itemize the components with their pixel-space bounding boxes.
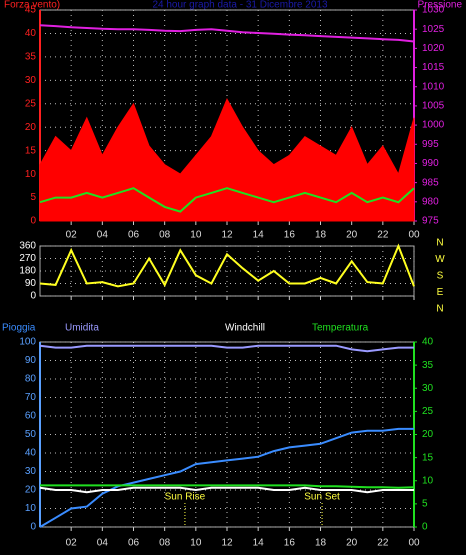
direction-label: N bbox=[436, 304, 443, 315]
y2-tick-label: 985 bbox=[422, 177, 439, 188]
y-axis-label: Forza vento) bbox=[4, 0, 60, 11]
y-tick-label: 10 bbox=[25, 169, 37, 180]
y2-tick-label: 30 bbox=[422, 383, 434, 394]
y2-tick-label: 995 bbox=[422, 139, 439, 150]
series-line bbox=[39, 344, 414, 353]
annotation: Sun Rise bbox=[165, 492, 206, 503]
x-tick-label: 04 bbox=[97, 230, 109, 241]
x-tick-label: 08 bbox=[159, 230, 171, 241]
y2-tick-label: 10 bbox=[422, 475, 434, 486]
y-tick-label: 20 bbox=[25, 122, 37, 133]
y2-tick-label: 40 bbox=[422, 337, 434, 348]
series-line bbox=[39, 24, 415, 43]
chart-title: 24 hour graph data - 31 Dicembre 2013 bbox=[152, 0, 328, 11]
y-tick-label: 35 bbox=[25, 52, 37, 63]
x-tick-label: 02 bbox=[66, 230, 78, 241]
x-tick-label: 06 bbox=[128, 538, 140, 549]
y-tick-label: 50 bbox=[25, 429, 37, 440]
x-tick-label: 10 bbox=[190, 538, 202, 549]
series-line bbox=[39, 243, 415, 288]
y2-tick-label: 1005 bbox=[422, 101, 445, 112]
y2-tick-label: 1025 bbox=[422, 24, 445, 35]
legend-entry: Temperatura bbox=[312, 323, 369, 334]
y2-tick-label: 990 bbox=[422, 158, 439, 169]
y-tick-label: 60 bbox=[25, 411, 37, 422]
x-tick-label: 14 bbox=[253, 230, 265, 241]
series-line bbox=[39, 486, 414, 494]
y-tick-label: 100 bbox=[19, 337, 36, 348]
y-tick-label: 0 bbox=[30, 216, 36, 227]
y-tick-label: 30 bbox=[25, 75, 37, 86]
x-tick-label: 20 bbox=[346, 230, 358, 241]
y-tick-label: 15 bbox=[25, 145, 37, 156]
x-tick-label: 10 bbox=[190, 230, 202, 241]
series-line bbox=[40, 484, 415, 489]
y2-tick-label: 975 bbox=[422, 216, 439, 227]
y2-tick-label: 1010 bbox=[422, 81, 445, 92]
direction-label: N bbox=[436, 238, 443, 249]
x-tick-label: 20 bbox=[346, 538, 358, 549]
direction-label: S bbox=[437, 271, 444, 282]
y2-tick-label: 980 bbox=[422, 196, 439, 207]
y-tick-label: 5 bbox=[30, 192, 36, 203]
y-tick-label: 20 bbox=[25, 485, 37, 496]
y-tick-label: 0 bbox=[30, 522, 36, 533]
y2-tick-label: 20 bbox=[422, 429, 434, 440]
legend-entry: Windchill bbox=[225, 323, 265, 334]
x-tick-label: 12 bbox=[221, 230, 233, 241]
area bbox=[39, 97, 415, 222]
x-tick-label: 12 bbox=[221, 538, 233, 549]
x-tick-label: 00 bbox=[408, 538, 420, 549]
y-tick-label: 40 bbox=[25, 448, 37, 459]
y2-tick-label: 0 bbox=[422, 522, 428, 533]
y-tick-label: 25 bbox=[25, 98, 37, 109]
y-tick-label: 90 bbox=[25, 278, 37, 289]
series-line bbox=[39, 187, 415, 213]
y2-axis-label: Pressione bbox=[418, 0, 463, 11]
y-tick-label: 45 bbox=[25, 5, 37, 16]
x-tick-label: 00 bbox=[408, 230, 420, 241]
x-tick-label: 16 bbox=[284, 538, 296, 549]
legend-entry: Pioggia bbox=[2, 323, 36, 334]
y-tick-label: 90 bbox=[25, 355, 37, 366]
x-tick-label: 04 bbox=[97, 538, 109, 549]
x-tick-label: 14 bbox=[253, 538, 265, 549]
x-tick-label: 16 bbox=[284, 230, 296, 241]
y2-tick-label: 1030 bbox=[422, 5, 445, 16]
x-tick-label: 18 bbox=[315, 538, 327, 549]
y-tick-label: 270 bbox=[19, 253, 36, 264]
y-tick-label: 10 bbox=[25, 503, 37, 514]
y2-tick-label: 15 bbox=[422, 452, 434, 463]
direction-label: E bbox=[437, 287, 444, 298]
legend-entry: Umidita bbox=[65, 323, 99, 334]
x-tick-label: 22 bbox=[377, 538, 389, 549]
annotation: Sun Set bbox=[304, 492, 340, 503]
y-tick-label: 40 bbox=[25, 28, 37, 39]
y2-tick-label: 35 bbox=[422, 360, 434, 371]
y2-tick-label: 1000 bbox=[422, 120, 445, 131]
y-tick-label: 360 bbox=[19, 241, 36, 252]
y-tick-label: 180 bbox=[19, 266, 36, 277]
y-tick-label: 0 bbox=[30, 291, 36, 302]
y2-tick-label: 5 bbox=[422, 499, 428, 510]
x-tick-label: 08 bbox=[159, 538, 171, 549]
x-tick-label: 18 bbox=[315, 230, 327, 241]
y2-tick-label: 25 bbox=[422, 406, 434, 417]
direction-label: W bbox=[435, 254, 445, 265]
y-tick-label: 30 bbox=[25, 466, 37, 477]
x-tick-label: 22 bbox=[377, 230, 389, 241]
y2-tick-label: 1020 bbox=[422, 43, 445, 54]
y-tick-label: 80 bbox=[25, 374, 37, 385]
y2-tick-label: 1015 bbox=[422, 62, 445, 73]
x-tick-label: 02 bbox=[66, 538, 78, 549]
y-tick-label: 70 bbox=[25, 392, 37, 403]
series-line bbox=[39, 427, 414, 528]
x-tick-label: 06 bbox=[128, 230, 140, 241]
